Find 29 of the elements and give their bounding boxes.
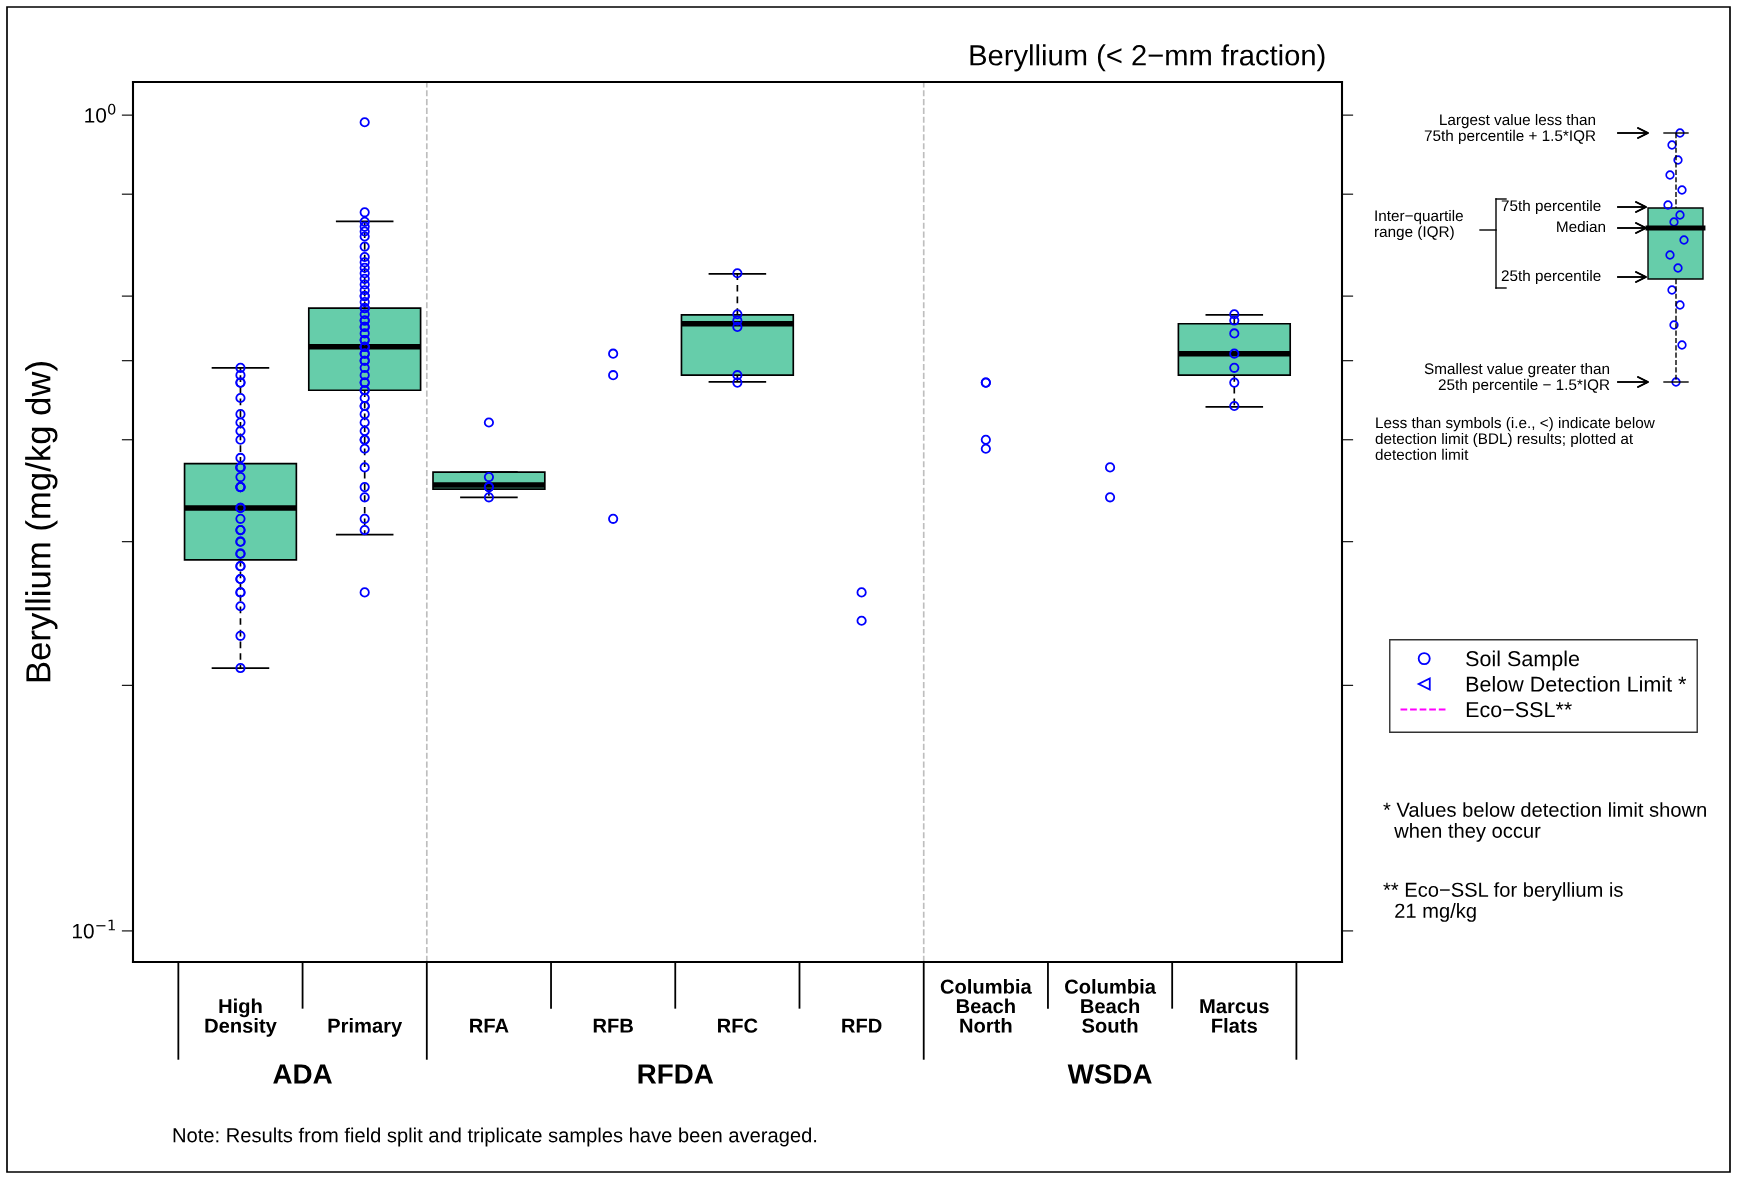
x-tick-label: Primary — [328, 1018, 403, 1037]
legend-label: Eco−SSL** — [1466, 702, 1572, 718]
text: Inter−quartile range (IQR) — [1375, 209, 1463, 241]
x-tick-label: RFD — [842, 1018, 882, 1033]
x-tick-label: Columbia Beach South — [1065, 979, 1157, 1033]
text: 25th percentile — [1501, 269, 1601, 285]
x-tick-label: RFA — [470, 1018, 509, 1033]
x-tick-label: RFC — [718, 1018, 758, 1033]
text: Less than symbols (i.e., <) indicate below detection limit (BDL) results; plotted at detection limit — [1375, 416, 1655, 460]
text: 75th percentile — [1501, 199, 1601, 215]
text: * Values below detection limit shown when they occur — [1383, 802, 1706, 842]
legend-label: Below Detection Limit * — [1466, 675, 1687, 692]
y-tick-label: 10$^{0}$ — [85, 103, 116, 123]
text: Largest value less than 75th percentile + 1.5*IQR — [1424, 113, 1596, 145]
x-tick-label: RFB — [593, 1018, 633, 1033]
text: RFDA — [638, 1064, 714, 1084]
text: WSDA — [1067, 1064, 1152, 1084]
y-axis-title: Beryllium (mg/kg dw) — [25, 362, 58, 682]
x-tick-label: High Density — [205, 998, 277, 1037]
x-tick-label: Columbia Beach North — [940, 979, 1032, 1033]
text: ADA — [273, 1064, 332, 1084]
text: Smallest value greater than 25th percentile − 1.5*IQR — [1424, 362, 1610, 394]
text: Median — [1557, 220, 1606, 233]
text: Note: Results from field split and triplicate samples have been averaged. — [173, 1127, 817, 1147]
chart-title: Beryllium (< 2−mm fraction) — [970, 44, 1325, 72]
legend-label: Soil Sample — [1466, 650, 1580, 671]
x-tick-label: Marcus Flats — [1200, 999, 1269, 1033]
y-tick-label: 10$^{−1}$ — [72, 919, 115, 939]
text: ** Eco−SSL for beryllium is 21 mg/kg — [1383, 882, 1623, 922]
